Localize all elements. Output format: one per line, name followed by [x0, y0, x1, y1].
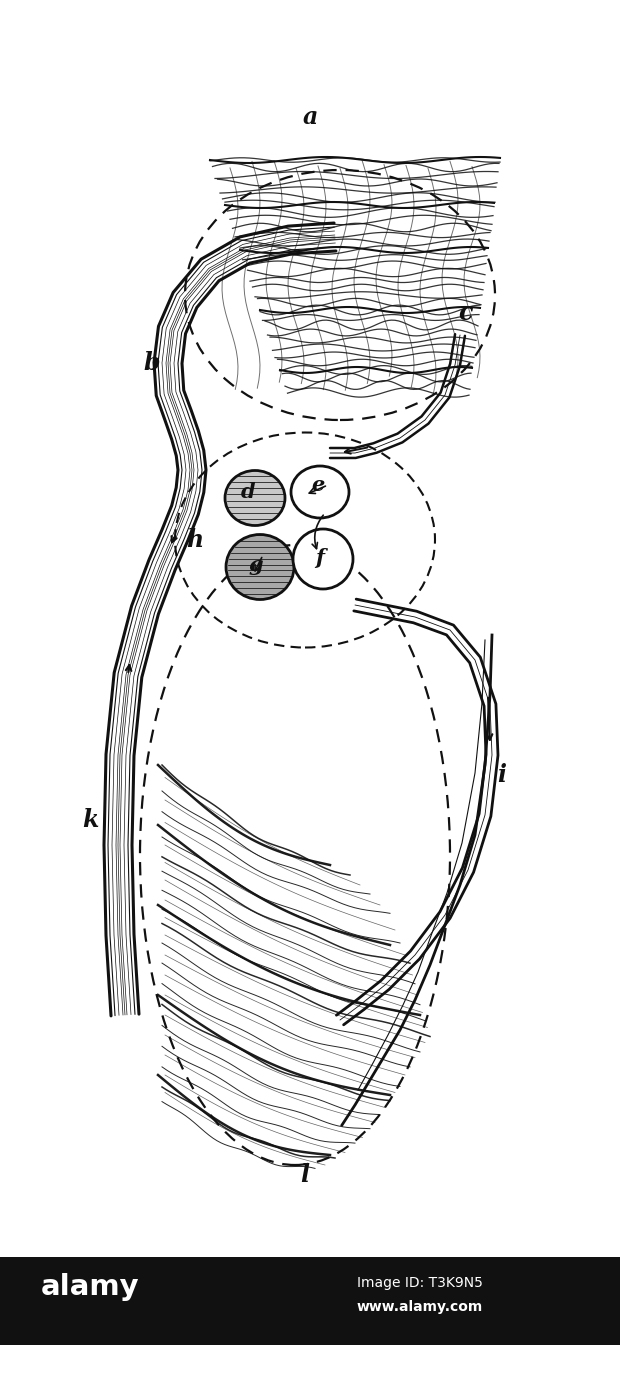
Text: www.alamy.com: www.alamy.com [357, 1300, 483, 1314]
Text: d: d [241, 482, 255, 502]
Text: alamy: alamy [41, 1273, 140, 1301]
Text: c: c [458, 302, 472, 325]
Ellipse shape [293, 530, 353, 589]
Ellipse shape [225, 470, 285, 525]
Text: i: i [497, 763, 507, 787]
Text: h: h [187, 528, 203, 552]
Bar [0, 1257, 620, 1346]
Text: b: b [144, 352, 160, 375]
Ellipse shape [226, 535, 294, 599]
Text: f: f [316, 548, 324, 569]
Text: Image ID: T3K9N5: Image ID: T3K9N5 [357, 1276, 483, 1290]
Ellipse shape [291, 466, 349, 518]
Text: l: l [301, 1163, 309, 1187]
Text: a: a [303, 106, 317, 129]
Text: e: e [311, 475, 325, 495]
Text: g: g [249, 555, 264, 575]
Text: k: k [82, 808, 98, 833]
